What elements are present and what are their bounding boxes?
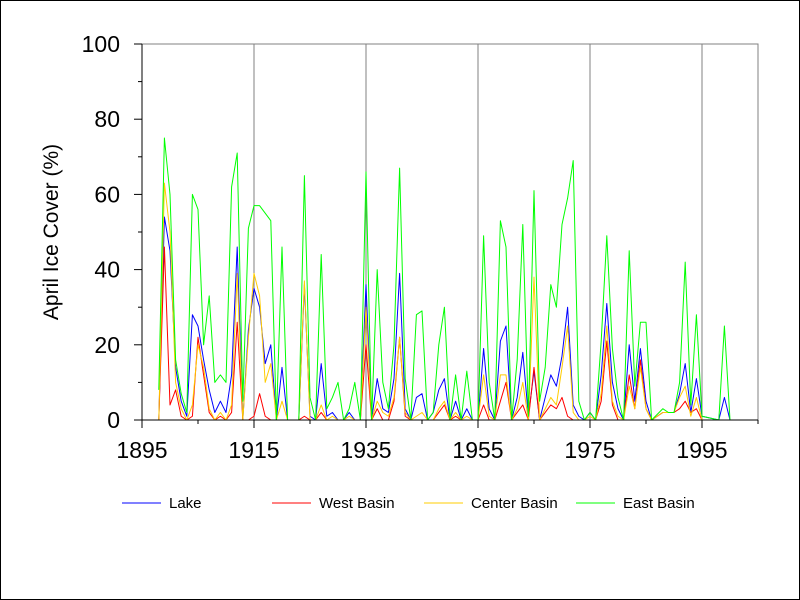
legend-label-lake: Lake [169,495,202,512]
x-tick-label: 1975 [564,437,615,463]
x-tick-label: 1895 [116,437,167,463]
x-tick-label: 1935 [340,437,391,463]
axes [134,43,759,428]
y-tick-label: 60 [94,181,120,207]
y-tick-label: 0 [107,407,120,433]
legend-label-center-basin: Center Basin [471,495,558,512]
x-tick-label: 1915 [228,437,279,463]
y-axis-label: April Ice Cover (%) [40,144,63,320]
y-tick-label: 80 [94,106,120,132]
tick-labels: 1895 1915 1935 1955 1975 1995 0 20 40 60 80 100 [82,31,728,463]
y-tick-label: 20 [94,332,120,358]
legend: Lake West Basin Center Basin East Basin [122,495,695,512]
y-tick-label: 40 [94,257,120,283]
series-line-east-basin [158,137,731,421]
series-line-center-basin [158,182,730,421]
series-lines [158,137,731,421]
legend-label-east-basin: East Basin [623,495,695,512]
x-tick-label: 1995 [676,437,727,463]
x-tick-label: 1955 [452,437,503,463]
y-tick-label: 100 [82,31,120,57]
legend-label-west-basin: West Basin [319,495,395,512]
